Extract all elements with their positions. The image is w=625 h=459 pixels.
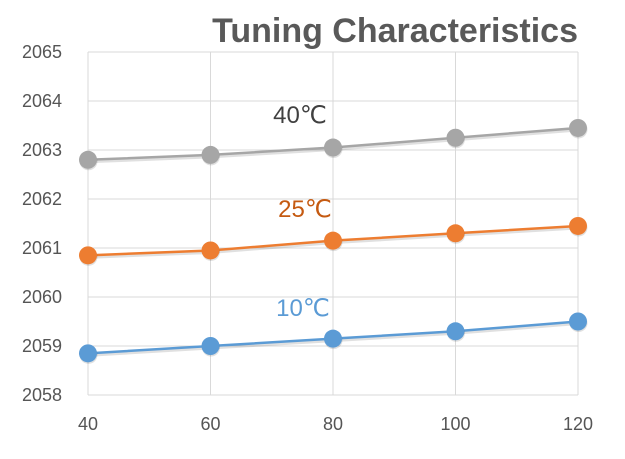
data-point — [446, 322, 465, 341]
x-tick-label: 60 — [200, 414, 220, 434]
data-point — [569, 312, 587, 331]
data-point — [324, 329, 342, 348]
series-label: 40℃ — [273, 102, 327, 129]
data-point — [569, 118, 587, 137]
y-tick-label: 2065 — [22, 42, 62, 62]
data-point — [324, 231, 342, 250]
series-label: 10℃ — [276, 295, 330, 322]
data-point — [79, 246, 97, 265]
x-tick-label: 40 — [78, 414, 98, 434]
x-tick-label: 80 — [323, 414, 343, 434]
x-tick-label: 120 — [563, 414, 593, 434]
data-point — [324, 138, 342, 157]
chart-title: Tuning Characteristics — [212, 12, 578, 50]
data-point — [446, 128, 465, 147]
y-tick-label: 2060 — [22, 287, 62, 307]
y-tick-label: 2059 — [22, 336, 62, 356]
y-tick-label: 2061 — [22, 238, 62, 258]
x-tick-label: 100 — [440, 414, 470, 434]
series-layer — [79, 118, 588, 364]
data-point — [446, 224, 465, 243]
y-tick-label: 2064 — [22, 91, 62, 111]
data-point — [79, 344, 97, 363]
data-point — [201, 337, 220, 355]
data-point — [201, 241, 220, 260]
series-1 — [79, 216, 588, 266]
series-0 — [79, 118, 588, 171]
series-label: 25℃ — [278, 196, 332, 223]
axis-labels: 2058 2059 2060 2061 2062 2063 2064 2065 40 60 80 10… — [22, 42, 593, 434]
data-point — [569, 216, 587, 235]
y-tick-label: 2058 — [22, 385, 62, 405]
data-point — [79, 150, 97, 169]
series-2 — [79, 312, 588, 364]
y-tick-label: 2063 — [22, 140, 62, 160]
data-point — [201, 145, 220, 164]
series-labels: 40℃ 25℃ 10℃ — [273, 102, 332, 322]
y-tick-label: 2062 — [22, 189, 62, 209]
